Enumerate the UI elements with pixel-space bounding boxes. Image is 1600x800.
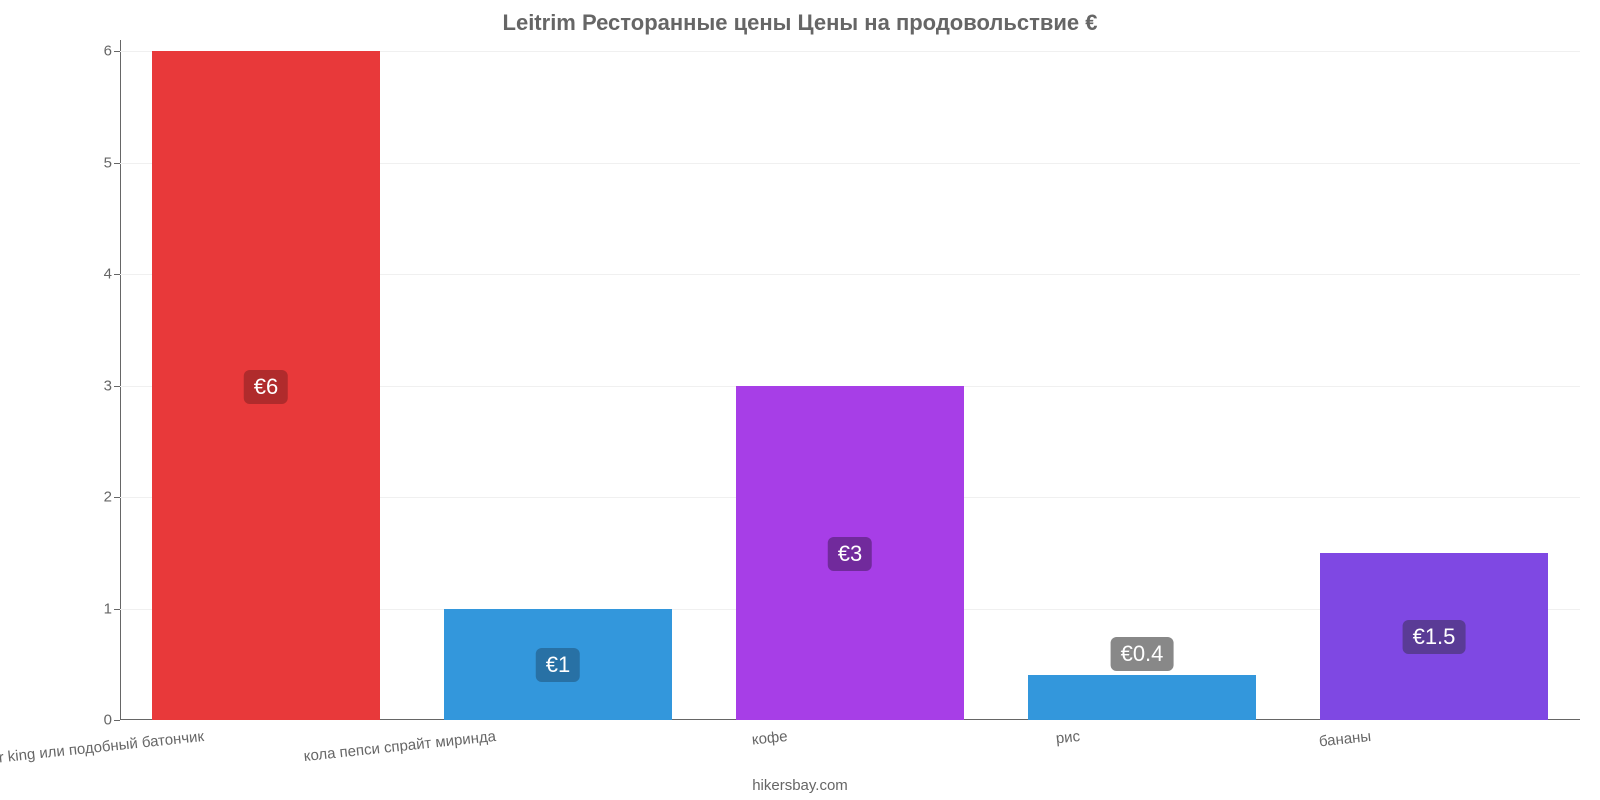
bar: [1028, 675, 1256, 720]
chart-plot-area: 0123456€6mac burger king или подобный ба…: [120, 40, 1580, 720]
x-tick-label: рис: [1054, 720, 1081, 747]
bar-value-badge: €1: [536, 648, 580, 682]
chart-credit: hikersbay.com: [0, 777, 1600, 794]
y-tick-label: 4: [104, 266, 120, 283]
bar-value-badge: €6: [244, 370, 288, 404]
x-tick-label: mac burger king или подобный батончик: [0, 720, 204, 774]
y-axis-line: [120, 40, 121, 720]
bar-value-badge: €1.5: [1403, 620, 1466, 654]
y-tick-label: 1: [104, 600, 120, 617]
y-tick-label: 2: [104, 489, 120, 506]
y-tick-label: 5: [104, 154, 120, 171]
x-tick-label: бананы: [1318, 720, 1373, 750]
y-tick-label: 6: [104, 43, 120, 60]
y-tick-label: 3: [104, 377, 120, 394]
x-tick-label: кола пепси спрайт миринда: [302, 720, 497, 765]
y-tick-label: 0: [104, 712, 120, 729]
bar-value-badge: €3: [828, 537, 872, 571]
bar-value-badge: €0.4: [1111, 637, 1174, 671]
x-tick-label: кофе: [750, 720, 788, 749]
chart-title: Leitrim Ресторанные цены Цены на продово…: [0, 10, 1600, 36]
